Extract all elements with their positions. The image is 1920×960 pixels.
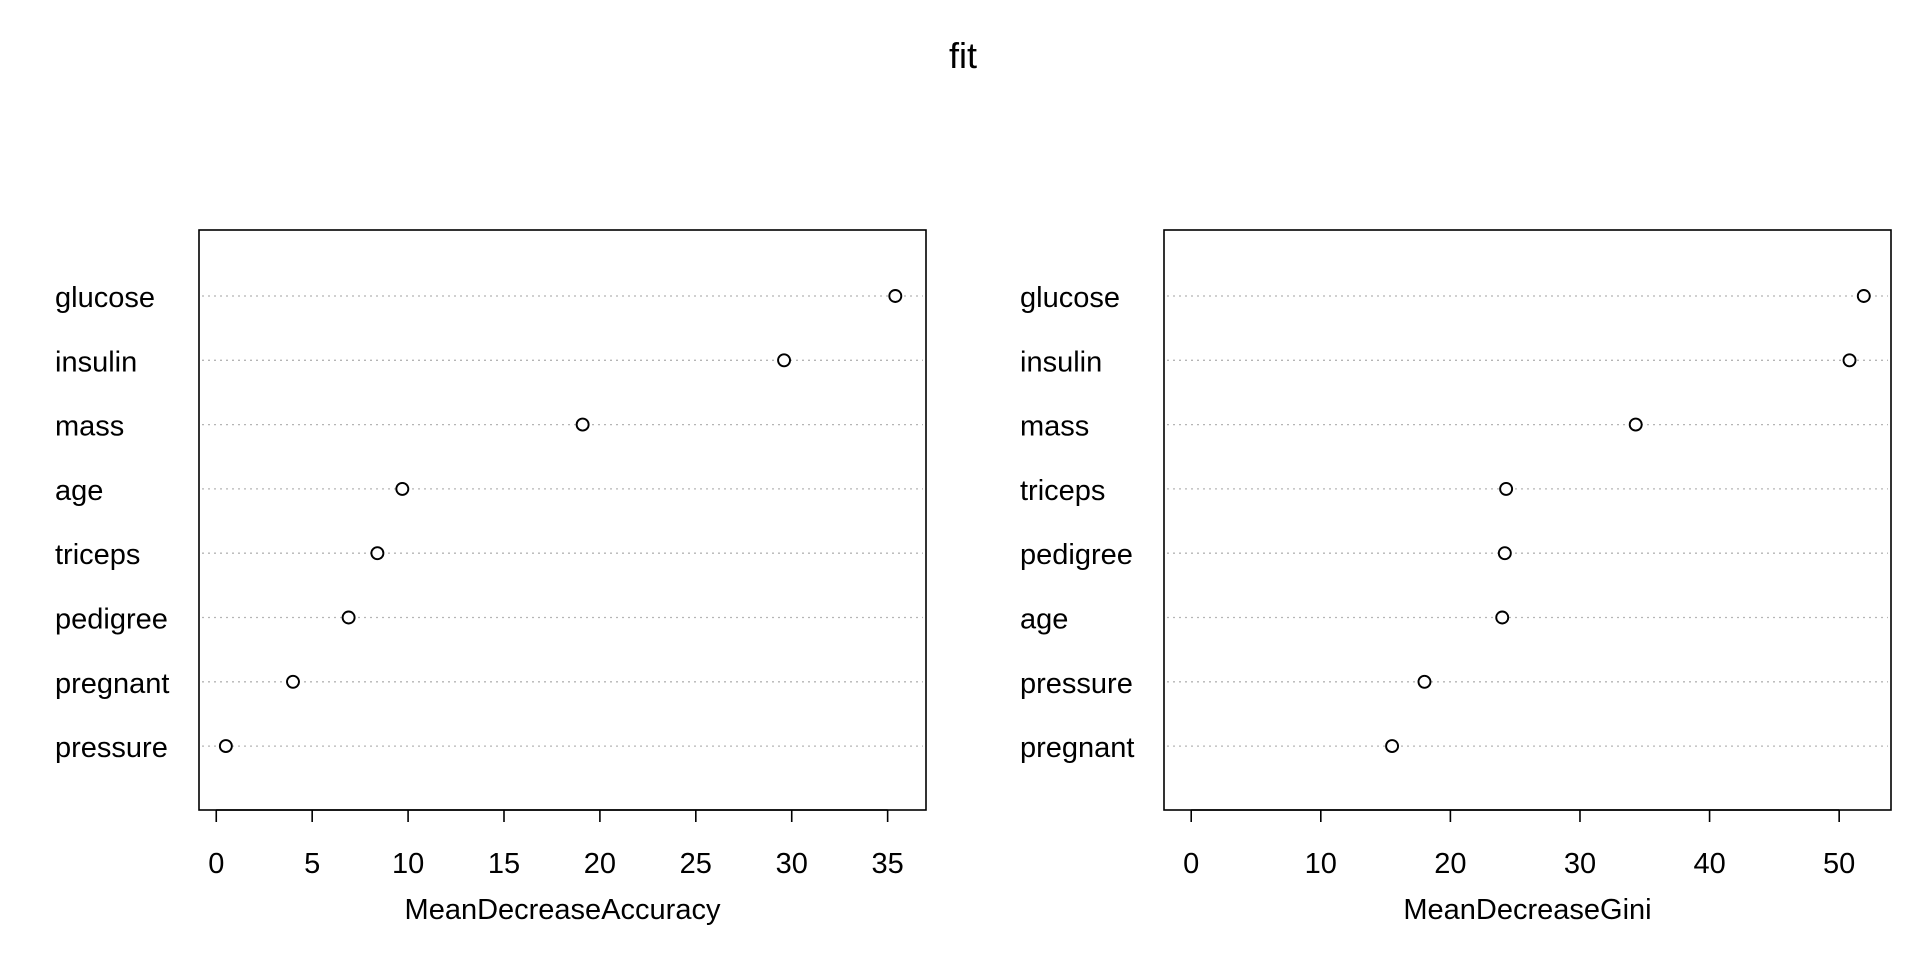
- x-tick-label: 15: [488, 848, 520, 880]
- x-tick-label: 35: [872, 848, 904, 880]
- variable-label: triceps: [55, 539, 140, 571]
- x-tick-label: 10: [392, 848, 424, 880]
- data-point-insulin: [777, 353, 792, 368]
- data-point-triceps: [1499, 481, 1514, 496]
- variable-label: glucose: [1020, 282, 1120, 314]
- chart-title: fit: [949, 35, 977, 76]
- data-point-pregnant: [286, 674, 300, 689]
- data-point-glucose: [1856, 289, 1871, 303]
- data-point-pedigree: [1497, 546, 1512, 561]
- variable-label: age: [1020, 604, 1068, 636]
- panel-mean-decrease-accuracy: glucose insulin mass age triceps pedigree preg…: [55, 229, 927, 926]
- x-tick-label: 30: [776, 848, 808, 880]
- x-tick-label: 20: [1434, 848, 1466, 880]
- variable-label: mass: [1020, 411, 1089, 443]
- data-point-pressure: [1417, 674, 1432, 689]
- data-point-pedigree: [341, 610, 356, 625]
- variable-label: pedigree: [55, 604, 168, 636]
- x-axis-label: MeanDecreaseAccuracy: [405, 894, 721, 926]
- variable-label: pregnant: [55, 668, 170, 700]
- variable-label: pressure: [55, 732, 168, 764]
- plot-frame: [198, 229, 927, 811]
- variable-label: mass: [55, 411, 124, 443]
- data-point-triceps: [370, 546, 385, 561]
- variable-label: pressure: [1020, 668, 1133, 700]
- data-point-mass: [1628, 417, 1643, 432]
- data-point-pressure: [218, 739, 233, 754]
- variable-label: triceps: [1020, 475, 1105, 507]
- x-tick-label: 5: [304, 848, 320, 880]
- data-point-mass: [575, 417, 590, 432]
- data-point-age: [395, 481, 410, 496]
- x-tick-label: 20: [584, 848, 616, 880]
- variable-label: age: [55, 475, 103, 507]
- panel-mean-decrease-gini: glucose insulin mass triceps pedigree age pres…: [1020, 229, 1892, 926]
- variable-label: insulin: [55, 346, 137, 378]
- x-tick-label: 50: [1823, 848, 1855, 880]
- variable-label: glucose: [55, 282, 155, 314]
- data-point-pregnant: [1385, 739, 1400, 754]
- x-tick-label: 25: [680, 848, 712, 880]
- plot-frame: [1163, 229, 1892, 811]
- variable-label: pedigree: [1020, 539, 1133, 571]
- data-point-glucose: [888, 289, 903, 303]
- data-point-insulin: [1842, 353, 1857, 368]
- variable-label: pregnant: [1020, 732, 1135, 764]
- x-tick-label: 40: [1693, 848, 1725, 880]
- x-axis-label: MeanDecreaseGini: [1403, 894, 1651, 926]
- data-point-age: [1495, 610, 1510, 625]
- variable-label: insulin: [1020, 346, 1102, 378]
- x-tick-label: 0: [1183, 848, 1199, 880]
- x-tick-label: 30: [1564, 848, 1596, 880]
- x-tick-label: 0: [208, 848, 224, 880]
- x-tick-label: 10: [1305, 848, 1337, 880]
